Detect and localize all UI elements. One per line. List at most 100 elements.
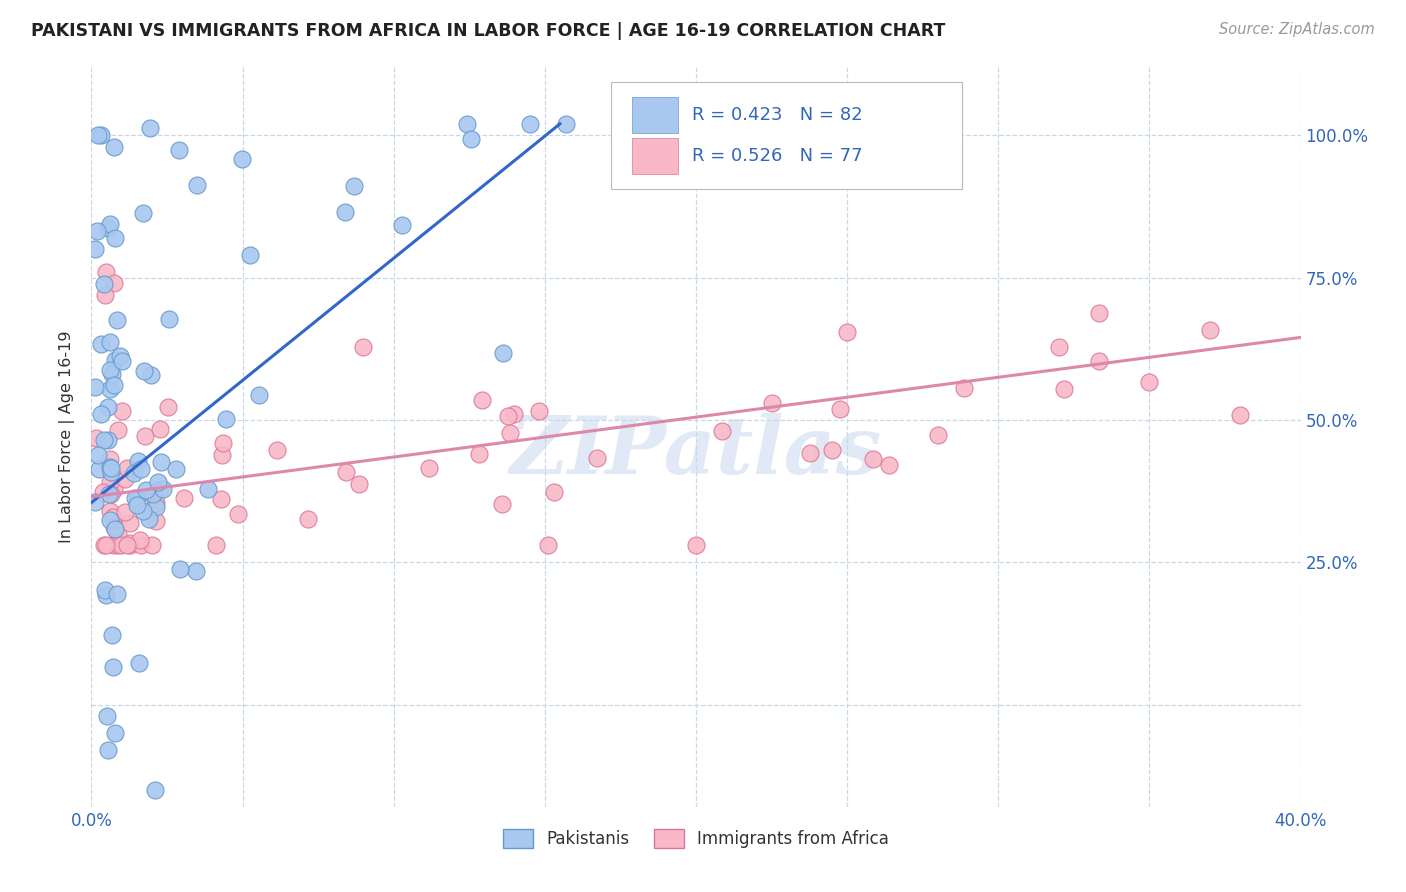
Point bbox=[953, 381, 976, 395]
Point bbox=[211, 448, 233, 462]
Point bbox=[104, 231, 127, 245]
Point bbox=[96, 589, 118, 603]
Point bbox=[104, 726, 127, 740]
Point bbox=[96, 709, 118, 723]
Point bbox=[100, 461, 122, 475]
Point bbox=[1088, 354, 1111, 368]
Point bbox=[105, 587, 128, 601]
Point bbox=[830, 401, 852, 416]
Point bbox=[543, 484, 565, 499]
Point bbox=[94, 583, 117, 598]
Point bbox=[418, 460, 440, 475]
Point bbox=[498, 409, 520, 424]
Point bbox=[391, 218, 413, 232]
Point bbox=[1053, 382, 1076, 396]
Point bbox=[93, 277, 115, 291]
Point bbox=[460, 132, 482, 146]
Point bbox=[555, 117, 578, 131]
Point bbox=[101, 628, 124, 642]
Point bbox=[1198, 322, 1220, 336]
Point bbox=[93, 538, 115, 552]
Point bbox=[135, 483, 157, 497]
Point bbox=[1229, 409, 1251, 423]
Point bbox=[519, 117, 541, 131]
Point bbox=[335, 465, 357, 479]
Point bbox=[146, 475, 169, 489]
Point bbox=[927, 427, 949, 442]
Point bbox=[115, 538, 138, 552]
Point bbox=[93, 433, 115, 447]
Point bbox=[231, 153, 253, 167]
Point bbox=[103, 538, 125, 552]
Point bbox=[333, 204, 356, 219]
Point bbox=[536, 538, 558, 552]
Point bbox=[156, 401, 179, 415]
Y-axis label: In Labor Force | Age 16-19: In Labor Force | Age 16-19 bbox=[59, 331, 76, 543]
Point bbox=[145, 500, 167, 515]
Point bbox=[352, 339, 374, 353]
Point bbox=[141, 538, 163, 552]
Point bbox=[103, 277, 125, 291]
Text: PAKISTANI VS IMMIGRANTS FROM AFRICA IN LABOR FORCE | AGE 16-19 CORRELATION CHART: PAKISTANI VS IMMIGRANTS FROM AFRICA IN L… bbox=[31, 22, 945, 40]
Point bbox=[132, 504, 155, 518]
Point bbox=[862, 452, 884, 467]
Point bbox=[205, 538, 228, 552]
Point bbox=[529, 404, 551, 418]
Point bbox=[100, 466, 122, 480]
Point bbox=[184, 564, 207, 578]
Point bbox=[685, 538, 707, 552]
Text: R = 0.526   N = 77: R = 0.526 N = 77 bbox=[692, 147, 863, 165]
Point bbox=[90, 128, 112, 143]
Point bbox=[134, 429, 156, 443]
Point bbox=[214, 412, 236, 426]
Point bbox=[129, 462, 152, 476]
Point bbox=[197, 482, 219, 496]
Point bbox=[125, 499, 148, 513]
Point bbox=[634, 117, 657, 131]
Point bbox=[98, 217, 121, 231]
Point bbox=[491, 497, 513, 511]
Point bbox=[347, 477, 370, 491]
FancyBboxPatch shape bbox=[631, 138, 678, 174]
Point bbox=[90, 337, 112, 351]
Point bbox=[139, 120, 162, 135]
Point bbox=[101, 660, 124, 674]
Point bbox=[131, 206, 153, 220]
Point bbox=[821, 442, 844, 457]
Point bbox=[761, 395, 783, 409]
Point bbox=[104, 353, 127, 368]
Point bbox=[90, 407, 112, 421]
Point bbox=[471, 392, 494, 407]
Point bbox=[148, 483, 170, 497]
Point bbox=[94, 287, 117, 301]
Point bbox=[98, 363, 121, 377]
Point bbox=[1139, 376, 1161, 390]
Point bbox=[118, 535, 141, 549]
Point bbox=[111, 404, 134, 418]
Point bbox=[103, 139, 125, 153]
Point bbox=[124, 467, 146, 481]
Point bbox=[503, 407, 526, 421]
Point bbox=[835, 325, 858, 339]
Point bbox=[118, 538, 141, 552]
Point bbox=[107, 527, 129, 541]
Point bbox=[103, 482, 125, 496]
Point bbox=[103, 519, 125, 533]
Point bbox=[98, 513, 121, 527]
Point bbox=[114, 505, 136, 519]
Point bbox=[672, 117, 695, 131]
Point bbox=[142, 487, 165, 501]
Point bbox=[209, 491, 232, 506]
FancyBboxPatch shape bbox=[612, 82, 962, 189]
Point bbox=[84, 431, 107, 445]
Point bbox=[247, 387, 270, 401]
Point bbox=[100, 367, 122, 381]
Text: ZIPatlas: ZIPatlas bbox=[510, 413, 882, 491]
Point bbox=[104, 523, 127, 537]
Point bbox=[97, 221, 120, 235]
Point bbox=[877, 458, 900, 473]
Point bbox=[97, 434, 120, 448]
Point bbox=[145, 515, 167, 529]
Point bbox=[711, 424, 734, 438]
Point bbox=[127, 454, 149, 468]
